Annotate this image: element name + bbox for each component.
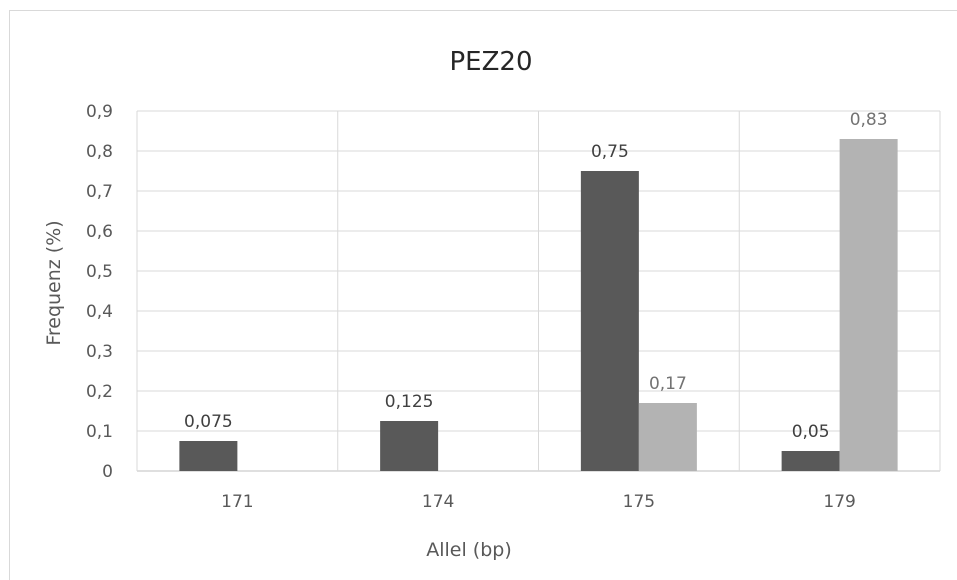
y-tick-label: 0,2 xyxy=(86,382,113,402)
bar xyxy=(781,451,840,471)
y-tick-label: 0,8 xyxy=(86,142,113,162)
y-tick-label: 0,6 xyxy=(86,222,113,242)
x-tick-label: 171 xyxy=(221,492,253,512)
bar xyxy=(839,139,898,471)
data-label: 0,125 xyxy=(385,392,434,412)
x-axis-ticks: 171 174 175 179 xyxy=(221,492,856,512)
bar xyxy=(380,421,439,471)
x-tick-label: 174 xyxy=(422,492,454,512)
y-axis-title: Frequenz (%) xyxy=(43,220,65,345)
data-label: 0,075 xyxy=(184,412,233,432)
y-tick-label: 0,7 xyxy=(86,182,113,202)
chart-frame xyxy=(9,10,957,580)
x-tick-label: 175 xyxy=(623,492,655,512)
data-label: 0,75 xyxy=(591,142,629,162)
y-tick-label: 0,4 xyxy=(86,302,113,322)
bars xyxy=(179,139,898,471)
y-tick-label: 0,3 xyxy=(86,342,113,362)
bar xyxy=(580,171,639,471)
chart-title: PEZ20 xyxy=(449,47,532,77)
y-axis-ticks: 0 0,1 0,2 0,3 0,4 0,5 0,6 0,7 0,8 0,9 xyxy=(86,102,113,482)
y-tick-label: 0,9 xyxy=(86,102,113,122)
y-tick-label: 0,1 xyxy=(86,422,113,442)
gridlines xyxy=(136,110,941,472)
y-tick-label: 0 xyxy=(102,462,113,482)
y-tick-label: 0,5 xyxy=(86,262,113,282)
data-label: 0,17 xyxy=(649,374,687,394)
x-tick-label: 179 xyxy=(823,492,855,512)
data-label: 0,05 xyxy=(792,422,830,442)
x-axis-title: Allel (bp) xyxy=(426,539,512,561)
bar xyxy=(638,403,697,471)
data-label: 0,83 xyxy=(850,110,888,130)
bar xyxy=(179,441,238,471)
data-labels: 0,075 0,125 0,75 0,17 0,05 0,83 xyxy=(184,110,888,442)
